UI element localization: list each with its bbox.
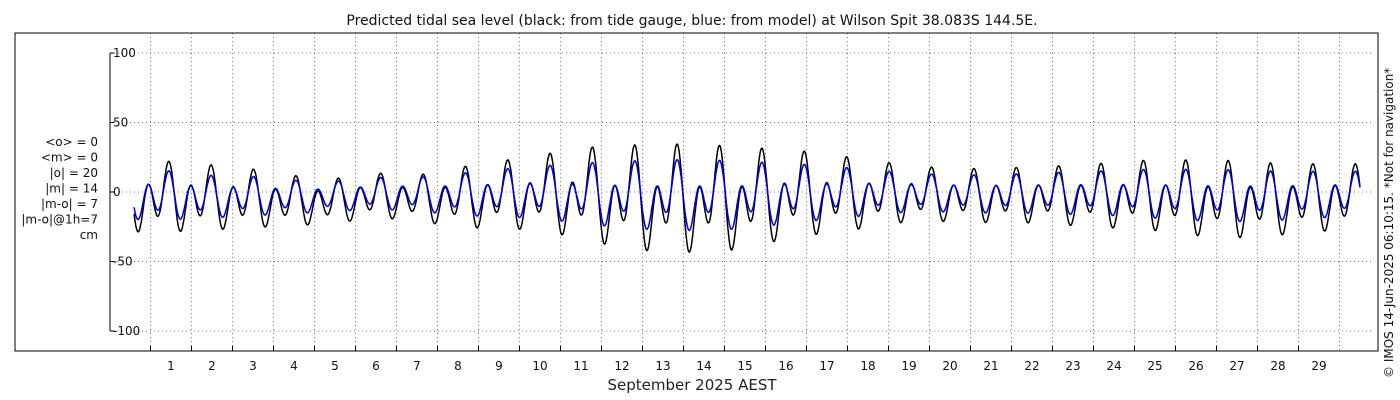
x-tick-label: 3 [249, 359, 257, 373]
x-tick-label: 7 [413, 359, 421, 373]
series-tide-gauge [133, 143, 1361, 253]
x-tick-label: 10 [532, 359, 547, 373]
series-model [133, 158, 1361, 232]
x-tick-label: 24 [1106, 359, 1121, 373]
stats-line: |m-o|@1h=7 [21, 213, 98, 227]
series-lines [133, 143, 1361, 253]
y-tick-label: 100 [113, 46, 136, 60]
x-tick-label: 21 [983, 359, 998, 373]
x-tick-label: 13 [655, 359, 670, 373]
credit-text: © IMOS 14-Jun-2025 06:10:15. *Not for na… [1382, 68, 1396, 378]
x-tick-label: 4 [290, 359, 298, 373]
x-tick-label: 26 [1188, 359, 1203, 373]
x-tick-label: 29 [1311, 359, 1326, 373]
stats-line: |m| = 14 [45, 182, 98, 196]
x-tick-label: 17 [819, 359, 834, 373]
x-tick-label: 20 [942, 359, 957, 373]
y-axis: -100 -50 0 50 100 [109, 46, 140, 338]
x-tick-label: 1 [167, 359, 175, 373]
x-tick-label: 11 [573, 359, 588, 373]
y-tick-label: 0 [113, 185, 121, 199]
stats-line: |m-o| = 7 [41, 197, 98, 211]
x-tick-label: 18 [860, 359, 875, 373]
chart-title: Predicted tidal sea level (black: from t… [346, 13, 1037, 29]
x-tick-label: 6 [372, 359, 380, 373]
x-tick-label: 15 [737, 359, 752, 373]
x-tick-label: 9 [495, 359, 503, 373]
grid-lines [110, 33, 1372, 351]
stats-line: |o| = 20 [50, 166, 98, 180]
x-tick-label: 25 [1147, 359, 1162, 373]
x-tick-label: 27 [1229, 359, 1244, 373]
y-tick-label: -50 [113, 255, 133, 269]
stats-line: <o> = 0 [45, 135, 98, 149]
x-tick-label: 8 [454, 359, 462, 373]
x-tick-label: 22 [1024, 359, 1039, 373]
x-axis-label: September 2025 AEST [607, 376, 777, 394]
x-tick-label: 19 [901, 359, 916, 373]
x-tick-label: 14 [696, 359, 711, 373]
x-tick-label: 2 [208, 359, 216, 373]
y-tick-label: -100 [113, 324, 140, 338]
plot-frame [14, 32, 1379, 352]
stats-line: cm [80, 228, 98, 242]
x-tick-label: 28 [1270, 359, 1285, 373]
x-tick-label: 16 [778, 359, 793, 373]
x-tick-label: 5 [331, 359, 339, 373]
stats-line: <m> = 0 [41, 151, 98, 165]
x-tick-label: 12 [614, 359, 629, 373]
stats-box: <o> = 0 <m> = 0|o| = 20 |m| = 14|m-o| = 7 |… [21, 135, 98, 242]
x-tick-label: 23 [1065, 359, 1080, 373]
y-tick-label: 50 [113, 116, 128, 130]
x-axis: 1 2 3 4 5 6 7 8 9 10 11 12 13 14 15 16 17 18 19 20 21 22 23 24 2… [150, 346, 1327, 373]
